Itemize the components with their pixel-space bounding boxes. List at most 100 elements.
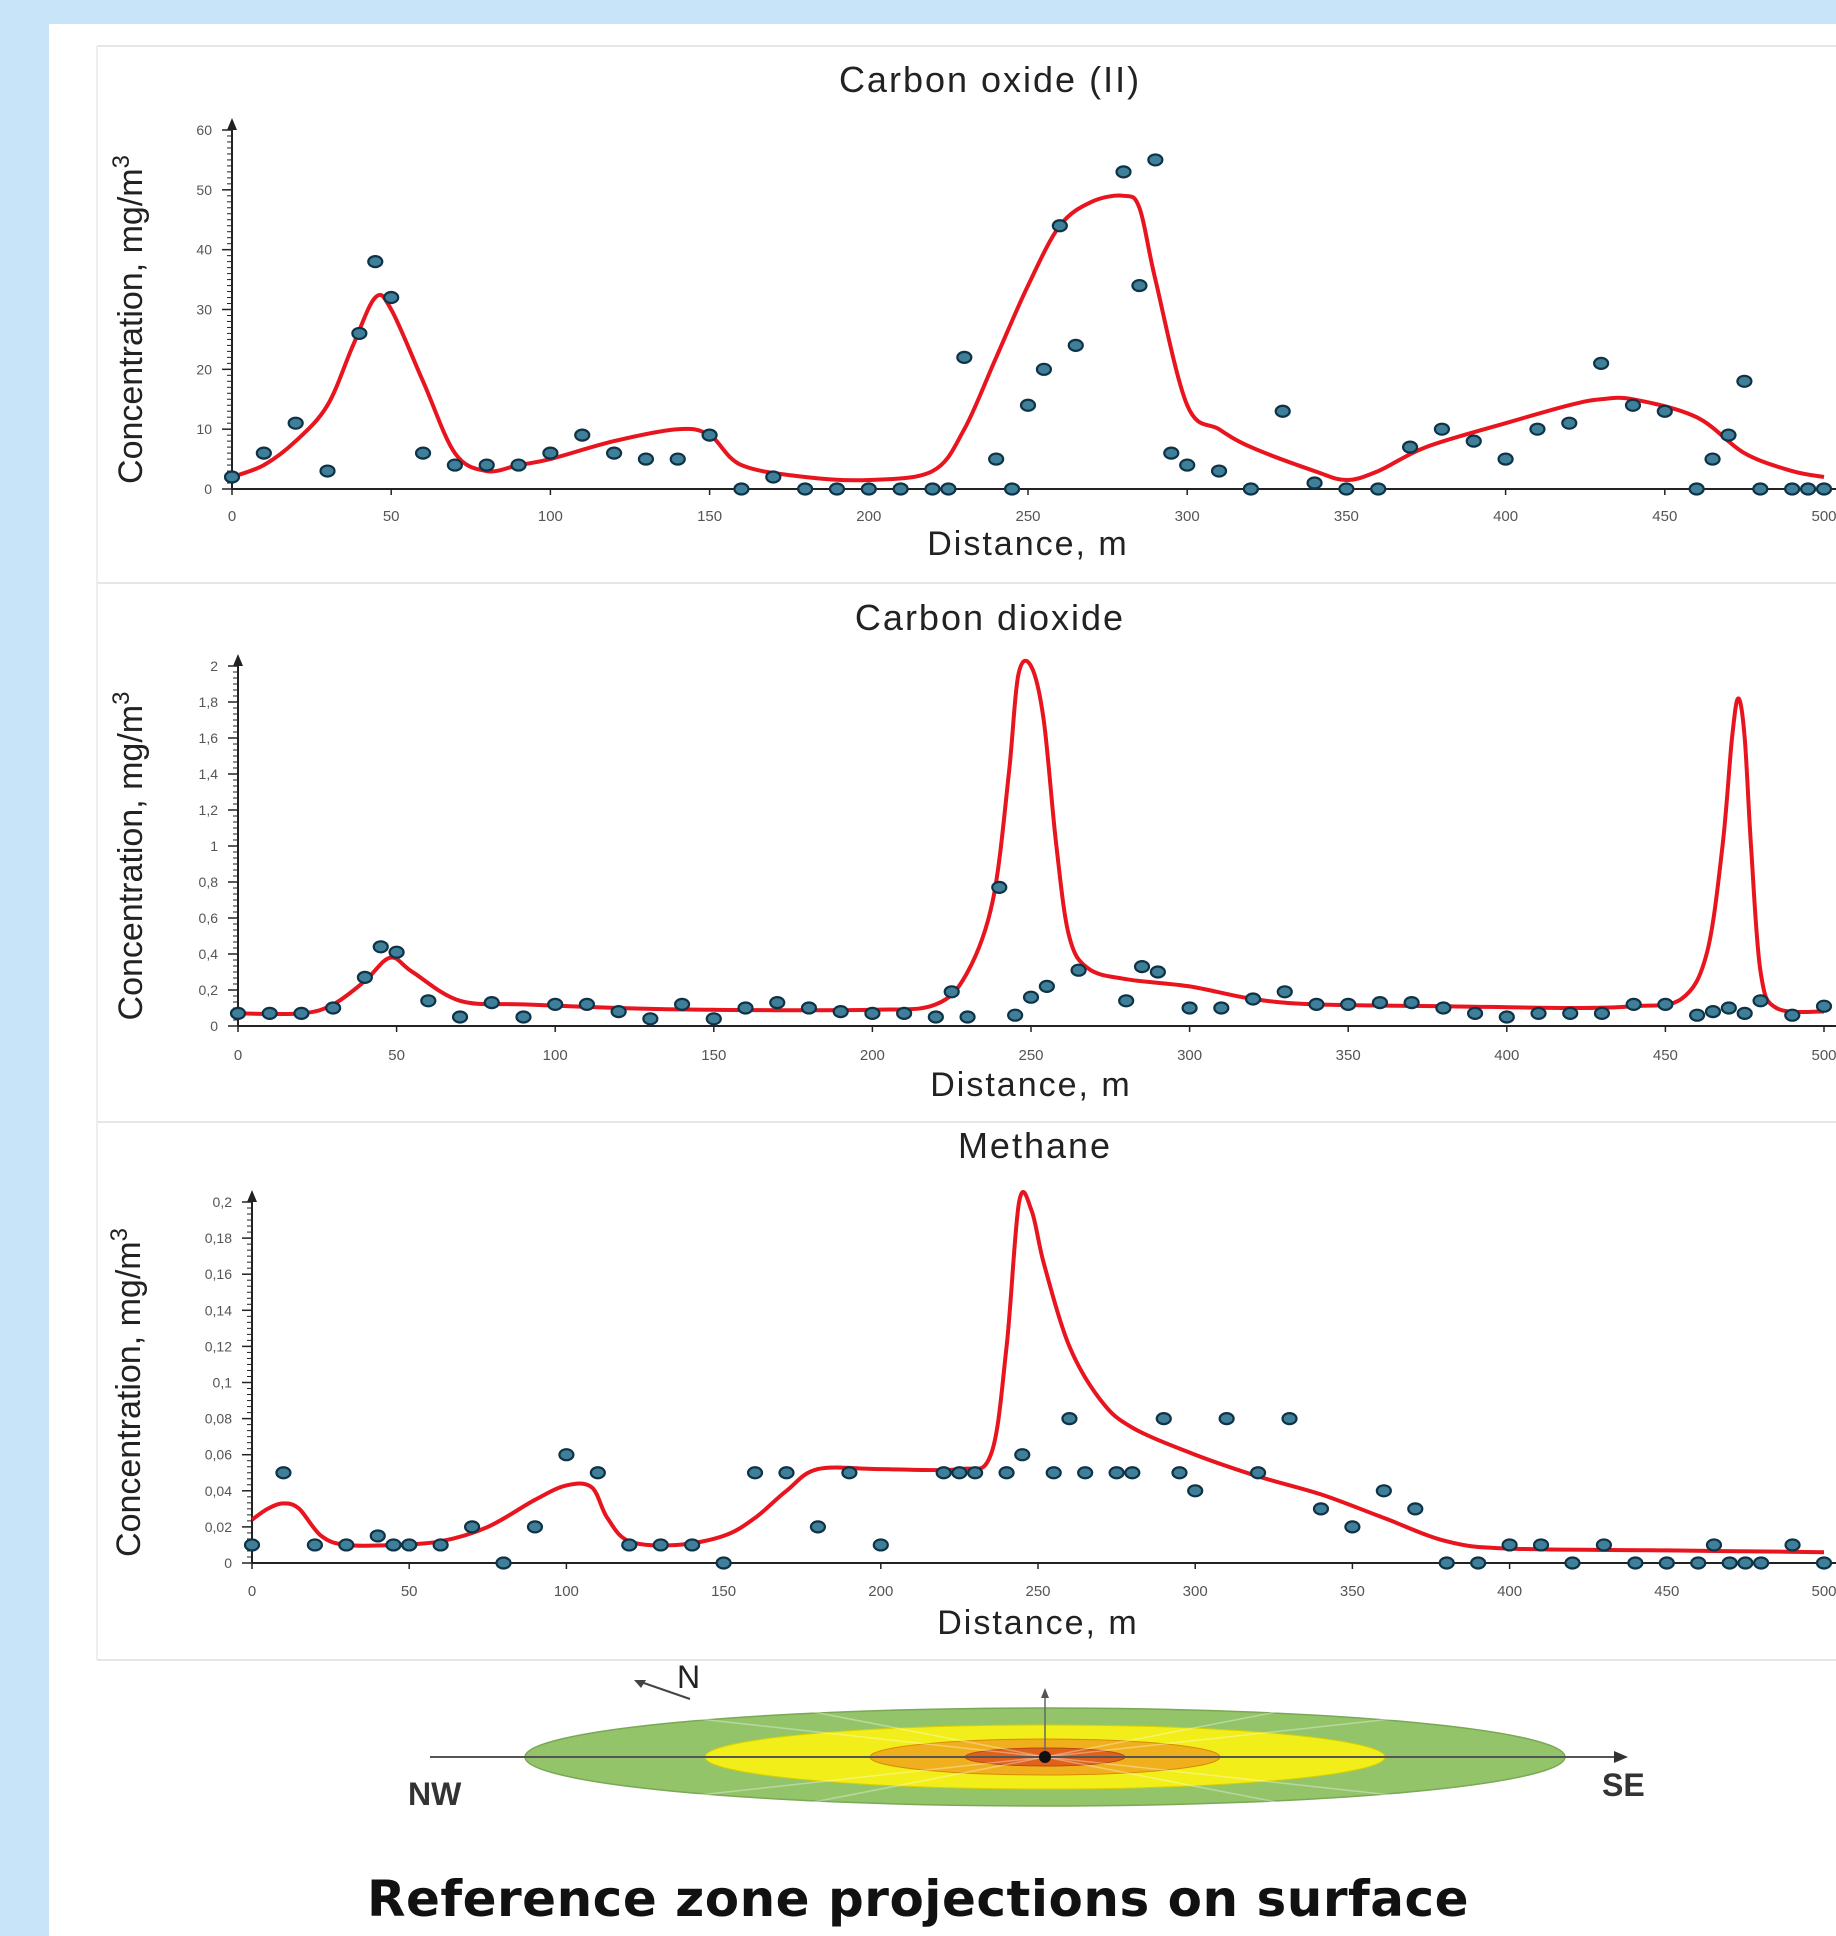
data-point bbox=[991, 880, 1008, 895]
data-point bbox=[1218, 1411, 1235, 1426]
data-point bbox=[243, 1538, 261, 1552]
data-point bbox=[293, 1006, 310, 1021]
data-point bbox=[1019, 398, 1037, 412]
data-point bbox=[385, 1538, 402, 1552]
data-point bbox=[1022, 990, 1040, 1004]
x-tick-label: 0 bbox=[248, 1583, 256, 1600]
data-point bbox=[684, 1538, 701, 1552]
zone-divider bbox=[1044, 1756, 1277, 1803]
data-point bbox=[940, 482, 957, 496]
data-point bbox=[478, 458, 495, 472]
data-point bbox=[589, 1466, 606, 1480]
y-axis-label: Concentration, mg/m3 bbox=[106, 1228, 149, 1557]
data-point bbox=[1133, 959, 1151, 974]
data-point bbox=[1561, 416, 1578, 430]
data-point bbox=[510, 458, 527, 472]
data-point bbox=[701, 428, 718, 442]
data-point bbox=[864, 1006, 881, 1021]
data-point bbox=[1815, 999, 1833, 1013]
x-tick-label: 300 bbox=[1175, 508, 1200, 525]
data-point bbox=[319, 464, 336, 478]
data-point bbox=[1401, 440, 1419, 454]
data-point bbox=[356, 970, 373, 985]
data-point bbox=[1784, 1008, 1801, 1022]
x-tick-label: 250 bbox=[1025, 1583, 1050, 1600]
data-point bbox=[860, 482, 877, 496]
data-point bbox=[1466, 1006, 1484, 1021]
data-point bbox=[261, 1006, 278, 1021]
y-tick-label: 1 bbox=[210, 838, 218, 854]
data-point bbox=[432, 1538, 449, 1552]
data-point bbox=[959, 1010, 976, 1024]
data-point bbox=[637, 452, 655, 466]
data-point bbox=[892, 482, 909, 496]
data-point bbox=[542, 446, 559, 460]
data-point bbox=[1249, 1466, 1267, 1480]
data-point bbox=[715, 1556, 732, 1570]
data-point bbox=[951, 1466, 968, 1480]
data-point bbox=[1690, 1556, 1707, 1570]
data-point bbox=[943, 985, 960, 999]
y-axis-arrow bbox=[233, 654, 243, 666]
data-point bbox=[621, 1538, 638, 1552]
y-tick-label: 0 bbox=[224, 1555, 232, 1571]
zone-divider bbox=[1044, 1756, 1410, 1798]
y-tick-label: 0,14 bbox=[205, 1302, 232, 1318]
y-tick-label: 0,6 bbox=[199, 910, 219, 926]
se-arrow bbox=[1614, 1751, 1628, 1763]
data-point bbox=[1276, 985, 1293, 999]
data-point bbox=[1344, 1520, 1361, 1534]
x-tick-label: 100 bbox=[538, 508, 563, 525]
y-axis-label-superscript: 3 bbox=[108, 692, 135, 705]
y-tick-label: 1,6 bbox=[199, 730, 219, 746]
data-point bbox=[1118, 994, 1135, 1008]
data-point bbox=[669, 452, 686, 466]
data-point bbox=[1593, 1006, 1611, 1021]
y-axis-arrow bbox=[247, 1190, 257, 1202]
y-tick-label: 0,16 bbox=[205, 1266, 232, 1282]
y-tick-label: 0,4 bbox=[199, 946, 219, 962]
data-point bbox=[1815, 482, 1833, 496]
data-point bbox=[1242, 482, 1259, 496]
x-tick-label: 50 bbox=[388, 1047, 405, 1064]
chart-2: Carbon dioxide 0 0,2 0,4 0,6 0,8 1 1,2 1,4 1,6 1,8… bbox=[96, 582, 1836, 1122]
data-point bbox=[1244, 992, 1262, 1006]
data-point bbox=[1497, 452, 1514, 466]
data-point bbox=[769, 995, 786, 1010]
data-point bbox=[287, 416, 304, 430]
x-tick-label: 150 bbox=[697, 508, 722, 525]
data-point bbox=[1149, 965, 1166, 979]
x-tick-label: 350 bbox=[1334, 508, 1359, 525]
data-point bbox=[1045, 1466, 1062, 1480]
data-point bbox=[1281, 1411, 1298, 1426]
data-point bbox=[1799, 482, 1817, 496]
x-tick-label: 100 bbox=[543, 1047, 568, 1064]
data-point bbox=[1688, 482, 1705, 496]
y-tick-label: 30 bbox=[196, 302, 212, 318]
data-point bbox=[1529, 422, 1546, 436]
data-point bbox=[1705, 1538, 1723, 1552]
x-tick-label: 500 bbox=[1811, 1047, 1836, 1064]
zone-divider bbox=[1044, 1716, 1410, 1758]
data-point bbox=[1815, 1556, 1833, 1570]
y-tick-label: 0,2 bbox=[213, 1194, 233, 1210]
data-point bbox=[1720, 428, 1737, 442]
zone-divider bbox=[813, 1711, 1046, 1758]
y-axis-label: Concentration, mg/m3 bbox=[108, 155, 151, 484]
data-point bbox=[733, 482, 750, 496]
data-point bbox=[578, 997, 596, 1012]
data-point bbox=[1306, 476, 1323, 490]
data-point bbox=[401, 1538, 418, 1552]
data-point bbox=[652, 1538, 669, 1552]
data-point bbox=[746, 1466, 764, 1480]
data-point bbox=[1338, 482, 1355, 496]
data-point bbox=[1370, 482, 1387, 496]
data-point bbox=[1657, 997, 1674, 1012]
y-tick-label: 1,2 bbox=[199, 802, 219, 818]
north-arrow-line bbox=[637, 1680, 691, 1700]
x-tick-label: 450 bbox=[1652, 508, 1677, 525]
x-tick-label: 250 bbox=[1015, 508, 1040, 525]
data-point bbox=[1720, 1001, 1737, 1015]
data-point bbox=[547, 997, 564, 1012]
